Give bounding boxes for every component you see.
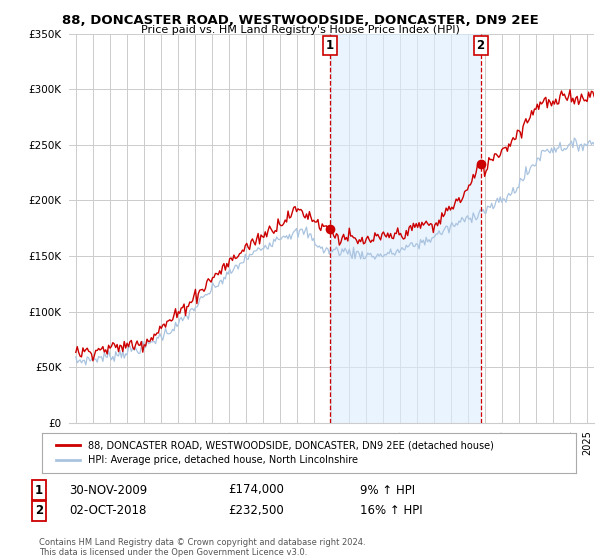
Text: 2: 2 (35, 504, 43, 517)
Bar (330, 34, 481, 423)
Text: 88, DONCASTER ROAD, WESTWOODSIDE, DONCASTER, DN9 2EE: 88, DONCASTER ROAD, WESTWOODSIDE, DONCAS… (62, 14, 538, 27)
Text: Contains HM Land Registry data © Crown copyright and database right 2024.
This d: Contains HM Land Registry data © Crown c… (39, 538, 365, 557)
Text: £232,500: £232,500 (228, 504, 284, 517)
Text: 1: 1 (326, 39, 334, 53)
Text: 30-NOV-2009: 30-NOV-2009 (69, 483, 147, 497)
Text: Price paid vs. HM Land Registry's House Price Index (HPI): Price paid vs. HM Land Registry's House … (140, 25, 460, 35)
Text: 1: 1 (35, 483, 43, 497)
Text: 02-OCT-2018: 02-OCT-2018 (69, 504, 146, 517)
Text: 16% ↑ HPI: 16% ↑ HPI (360, 504, 422, 517)
Legend: 88, DONCASTER ROAD, WESTWOODSIDE, DONCASTER, DN9 2EE (detached house), HPI: Aver: 88, DONCASTER ROAD, WESTWOODSIDE, DONCAS… (52, 437, 498, 469)
Text: 9% ↑ HPI: 9% ↑ HPI (360, 483, 415, 497)
Text: 2: 2 (476, 39, 485, 53)
Text: £174,000: £174,000 (228, 483, 284, 497)
